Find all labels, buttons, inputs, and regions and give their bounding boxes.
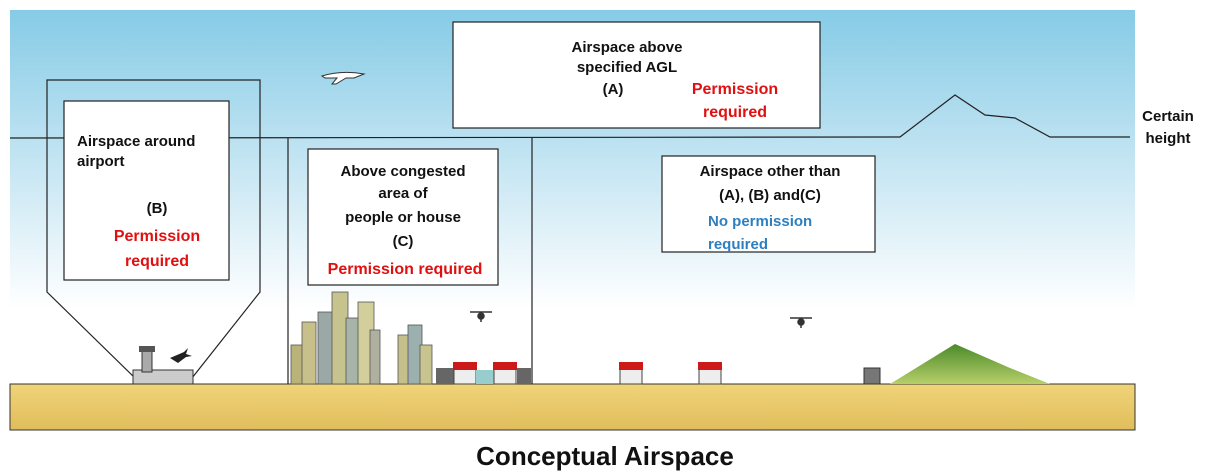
permission: Permission (114, 228, 200, 245)
permission: Permission (692, 81, 778, 98)
region-label: area of (378, 185, 428, 202)
ground (10, 384, 1135, 430)
permission: No permission (708, 213, 812, 230)
permission: required (708, 236, 768, 253)
permission: required (125, 253, 189, 270)
permission: required (703, 104, 767, 121)
region-label: Above congested (340, 163, 465, 180)
region-label: Airspace above (572, 39, 683, 56)
region-label: airport (77, 153, 125, 170)
region-label: (A) (603, 81, 624, 98)
region-label: Airspace around (77, 133, 195, 150)
region-label: specified AGL (577, 59, 677, 76)
height-label: height (1146, 130, 1191, 147)
region-label: people or house (345, 209, 461, 226)
height-label: Certain (1142, 108, 1194, 125)
region-label: (C) (393, 233, 414, 250)
permission: Permission required (328, 261, 483, 278)
diagram: Certain height Airspace around airport (… (0, 0, 1211, 476)
title: Conceptual Airspace (476, 441, 734, 471)
region-label: Airspace other than (700, 163, 841, 180)
region-label: (A), (B) and(C) (719, 187, 821, 204)
region-label: (B) (147, 200, 168, 217)
